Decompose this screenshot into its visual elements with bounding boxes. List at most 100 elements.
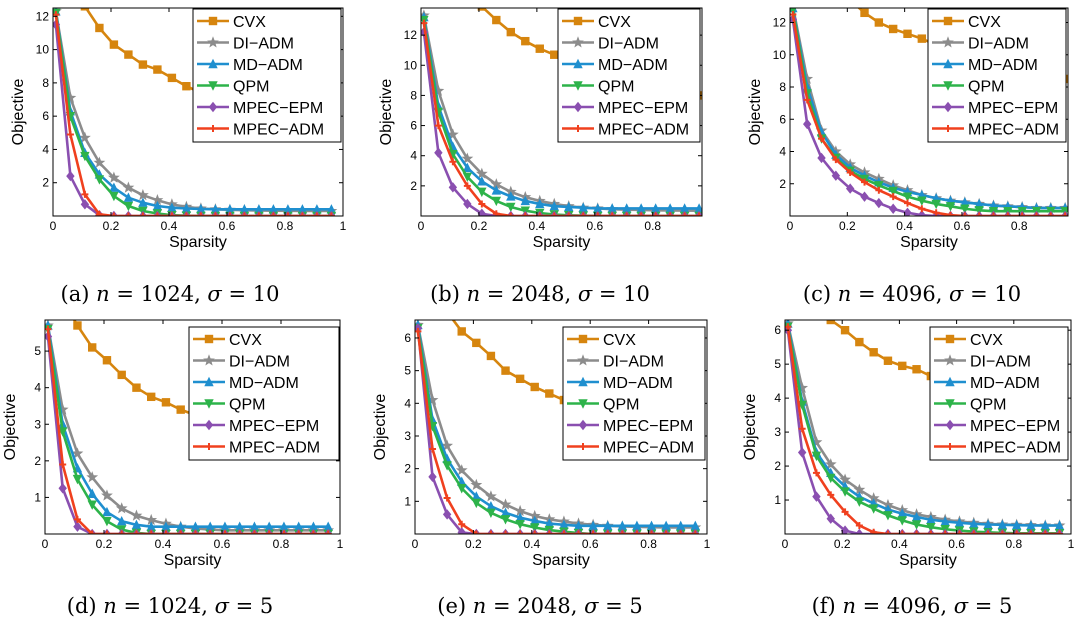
caption-n: 2048 — [511, 282, 565, 306]
data-point — [152, 200, 163, 211]
legend-label: QPM — [229, 397, 265, 414]
legend-marker — [945, 376, 955, 387]
data-point — [530, 382, 539, 392]
data-point — [888, 203, 898, 214]
data-point — [470, 478, 483, 491]
y-tick-label: 8 — [410, 88, 417, 102]
x-tick-label: 1 — [337, 537, 344, 551]
legend-entry-cvx: CVX — [934, 332, 1003, 349]
caption-label: (d) — [66, 594, 97, 618]
chart-panel-d: 0 0.2 0.4 0.6 0.8 1 1 2 3 4 5 Sparsity Objective CVX D… — [2, 319, 344, 569]
data-point — [695, 212, 702, 216]
data-point — [531, 530, 539, 534]
data-point — [593, 203, 603, 213]
data-point — [636, 203, 646, 213]
y-tick-label: 10 — [36, 43, 50, 57]
data-point — [860, 191, 869, 202]
data-point — [911, 511, 922, 522]
legend-entry-qpm: QPM — [567, 397, 639, 414]
legend-entry-cvx: CVX — [193, 332, 262, 349]
x-tick-label: 1 — [704, 537, 711, 551]
data-point — [132, 530, 140, 534]
data-point — [903, 207, 912, 216]
legend-entry-mpec-adm: MPEC−ADM — [932, 122, 1059, 139]
y-tick-label: 1 — [774, 493, 781, 507]
x-tick-label: 0.8 — [1011, 219, 1028, 233]
legend-label: DI−ADM — [970, 354, 1031, 371]
data-point — [912, 365, 921, 374]
data-point — [588, 520, 598, 531]
data-point — [603, 520, 613, 531]
legend-label: QPM — [598, 79, 634, 96]
legend-label: MD−ADM — [970, 375, 1040, 392]
legend-marker — [942, 36, 954, 48]
data-point — [691, 530, 699, 534]
data-point — [812, 306, 820, 314]
legend-label: MD−ADM — [603, 375, 673, 392]
caption-sigma: 10 — [994, 282, 1022, 306]
data-point — [153, 65, 162, 74]
legend-label: MD−ADM — [233, 57, 303, 74]
data-point — [535, 44, 544, 53]
data-point — [666, 212, 674, 216]
data-point — [970, 530, 978, 534]
data-point — [897, 508, 907, 518]
data-point — [817, 152, 826, 164]
data-point — [927, 530, 935, 534]
data-point — [190, 521, 201, 531]
legend-label: DI−ADM — [598, 36, 659, 53]
data-point — [240, 212, 248, 216]
data-point — [108, 171, 120, 183]
data-point — [855, 522, 863, 530]
data-point — [1041, 530, 1049, 534]
data-point — [236, 530, 244, 534]
x-tick-label: 0 — [782, 537, 789, 551]
data-point — [694, 203, 702, 213]
y-tick-label: 5 — [774, 357, 781, 371]
data-point — [932, 209, 940, 216]
data-point — [463, 198, 472, 210]
data-point — [506, 27, 516, 37]
series-line — [416, 331, 696, 534]
data-point — [122, 181, 135, 193]
data-point — [102, 506, 112, 517]
data-point — [796, 381, 809, 393]
y-tick-label: 4 — [410, 149, 417, 163]
data-point — [138, 60, 148, 69]
legend-entry-mpec-epm: MPEC−EPM — [562, 100, 688, 117]
axes-frame — [784, 319, 1072, 535]
data-point — [983, 519, 993, 529]
data-point — [146, 521, 156, 531]
data-point — [868, 504, 879, 514]
data-point — [676, 520, 686, 531]
data-point — [679, 203, 690, 213]
data-point — [665, 203, 675, 213]
data-point — [284, 212, 292, 216]
data-point — [254, 204, 264, 214]
data-point — [79, 131, 91, 143]
legend-entry-md-adm: MD−ADM — [567, 375, 673, 392]
legend-marker — [943, 81, 953, 91]
data-point — [415, 327, 422, 335]
data-point — [151, 193, 164, 206]
data-point — [545, 530, 553, 534]
data-point — [550, 212, 558, 216]
caption-label: (a) — [60, 282, 90, 306]
data-point — [530, 515, 540, 526]
data-point — [650, 203, 661, 213]
data-point — [832, 156, 840, 164]
data-point — [559, 519, 569, 530]
caption-n: 2048 — [517, 594, 571, 618]
data-point — [521, 36, 530, 46]
data-point — [491, 185, 502, 195]
data-point — [59, 460, 67, 468]
data-point — [648, 530, 656, 534]
data-point — [902, 192, 913, 202]
legend-marker — [945, 419, 955, 431]
y-axis-label: Objective — [378, 79, 395, 146]
legend-marker — [578, 376, 588, 387]
data-point — [442, 461, 452, 471]
legend-entry-qpm: QPM — [934, 397, 1006, 414]
data-point — [426, 393, 439, 406]
data-point — [312, 204, 322, 214]
